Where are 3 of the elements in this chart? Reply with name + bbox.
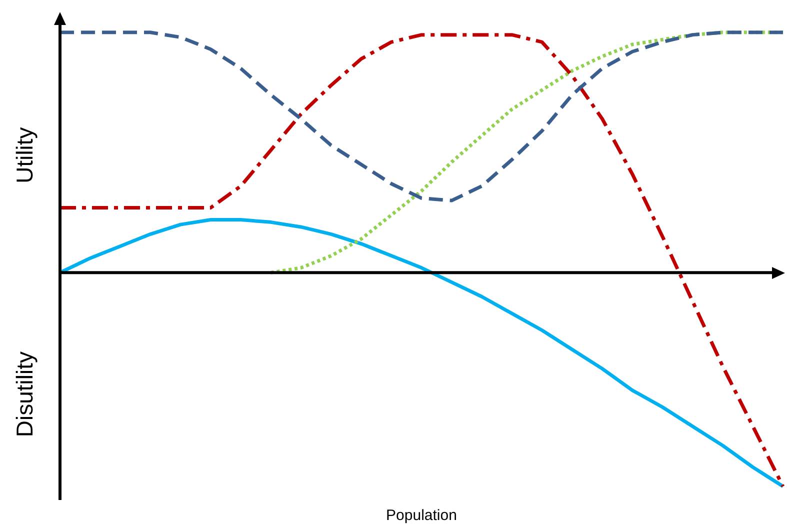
text: Disutility	[11, 351, 38, 438]
y-axis-title: Utility	[11, 126, 38, 184]
x-axis-title: Population	[386, 507, 457, 524]
